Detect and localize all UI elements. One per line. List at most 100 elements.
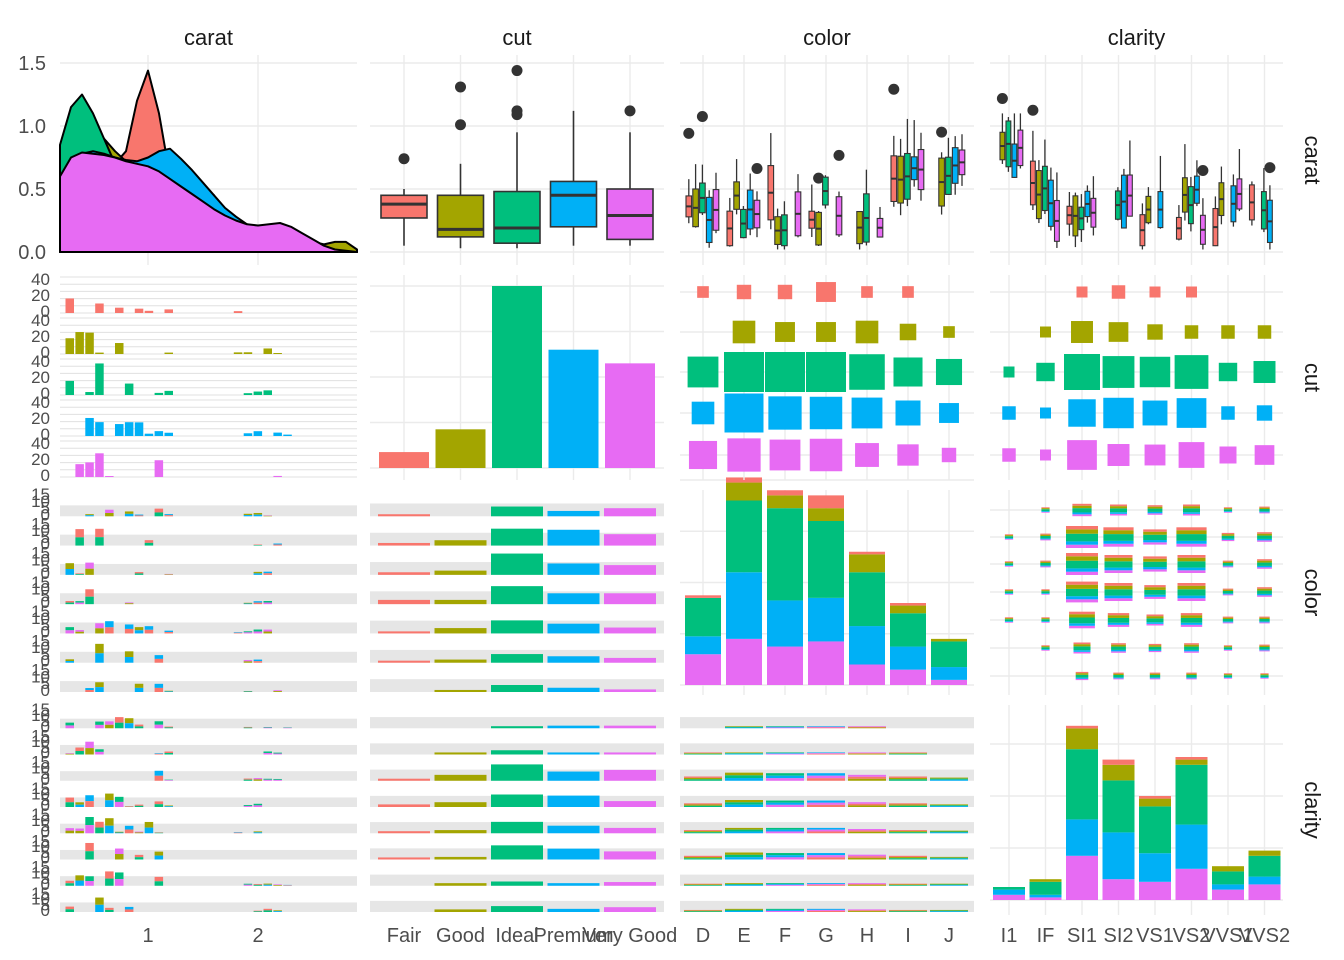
color-clar-tile-6-2-2 <box>1075 674 1089 678</box>
hist-color-ytick-3-3: 0 <box>41 593 50 612</box>
color-clar-tile-4-4-2 <box>1146 618 1164 623</box>
hist-clar-bar-7-6-b <box>124 909 134 912</box>
cut-color-tiles-tile-0-4 <box>861 286 873 298</box>
color-col-by-clar-bars-bar-7-0-2 <box>684 911 722 912</box>
hist-color-bar-6-21-a <box>273 690 282 692</box>
hist-cut-bar-0-7 <box>134 308 144 313</box>
color-clar-tile-0-1-2 <box>1041 509 1050 512</box>
color-clar-tile-6-6-2 <box>1223 675 1233 678</box>
bar-clar-VVS1-premium <box>1212 884 1244 890</box>
color-clar-tile-1-5-2 <box>1176 534 1207 541</box>
cut-by-color-bars-bar-0-4 <box>604 508 656 517</box>
color-col-by-clar-bars-bar-7-5-1 <box>889 910 927 912</box>
color-clar-tile-2-6-4 <box>1222 566 1234 568</box>
color-clar-tile-4-5-0 <box>1180 613 1203 616</box>
hist-cut-bar-4-4 <box>105 476 114 477</box>
hist-color-bar-1-8-a <box>144 540 154 543</box>
cut-color-tiles-tile-4-0 <box>688 440 718 470</box>
cut-color-tiles-tile-3-6 <box>939 403 959 423</box>
hist-clar-bar-2-18-a <box>243 778 253 780</box>
hist-color-bar-0-4-a <box>105 509 114 514</box>
hist-cut-ytick-0-0: 40 <box>31 270 50 289</box>
cut-by-color-bars-bar-6-3 <box>547 687 600 692</box>
color-clar-tile-1-3-3 <box>1103 540 1134 544</box>
hist-cut-ytick-4-0: 40 <box>31 434 50 453</box>
hist-clar-bar-7-0-b <box>65 909 74 912</box>
hist-clar-bar-0-0-a <box>65 722 74 726</box>
hist-cut-bar-1-18 <box>243 352 253 354</box>
cut-by-color-bars-bar-5-3 <box>547 656 600 663</box>
color-clar-tile-3-3-2 <box>1104 589 1133 596</box>
color-col-by-clar-bars-bar-6-6-1 <box>930 884 968 886</box>
cut-by-color-bars-bar-2-4 <box>604 565 656 575</box>
bar-color-F-premium <box>767 600 803 647</box>
hist-clar-bar-4-6-b <box>124 829 134 834</box>
hist-clar-bar-7-21-b <box>273 911 282 912</box>
box-clar-panel-outlier-5-4 <box>1197 165 1209 177</box>
hist-cut-bar-1-5 <box>115 343 124 354</box>
color-clar-tile-1-4-0 <box>1143 529 1167 532</box>
strip-label-right-color: color <box>1300 569 1325 617</box>
hist-cut-bar-1-17 <box>233 352 243 354</box>
hist-color-bar-0-2-a <box>85 514 94 516</box>
hist-cut-bar-4-3 <box>95 453 104 477</box>
hist-color-bar-4-17-a <box>233 632 243 633</box>
strip-label-top-color: color <box>803 25 851 50</box>
cut-color-tiles-tile-4-1 <box>727 438 761 472</box>
cut-by-color-bars-bar-1-3 <box>547 529 600 546</box>
bar-clar-SI2-fair <box>1102 759 1135 765</box>
hist-clar-bar-1-2-b <box>85 748 94 755</box>
color-clar-tile-3-4-1 <box>1144 587 1166 590</box>
color-col-by-clar-bars-bar-7-4-2 <box>848 911 886 912</box>
color-col-by-clar-bars-bar-2-3-2 <box>807 778 845 781</box>
cut-by-color-bars-bar-6-2 <box>491 685 543 692</box>
cut-color-tiles-tile-3-4 <box>851 397 883 429</box>
color-clar-tile-5-2-4 <box>1073 651 1091 654</box>
color-col-by-clar-bars-bar-5-1-1 <box>725 854 763 858</box>
hist-cut-ytick-4-2: 0 <box>41 466 50 485</box>
color-clar-tile-1-0-0 <box>1004 534 1014 536</box>
hist-color-band-2 <box>60 563 357 575</box>
cut-by-clar-bars-bar-2-1 <box>434 774 487 781</box>
hist-clar-bar-6-1-b <box>75 880 84 886</box>
cut-by-clar-bars-bar-3-0 <box>378 804 430 807</box>
color-col-by-clar-bars-bar-1-3-0 <box>807 752 845 754</box>
color-col-by-clar-bars-bar-1-4-2 <box>848 753 886 755</box>
hist-cut-bar-2-10 <box>164 390 173 395</box>
hist-color-ytick-3-1: 10 <box>31 580 50 599</box>
hist-clar-bar-1-2-a <box>85 741 94 749</box>
hist-color-bar-4-4-a <box>105 621 114 628</box>
hist-clar-bar-4-4-b <box>105 825 114 834</box>
bar-color-H-good <box>849 554 885 573</box>
color-clar-tile-5-4-2 <box>1148 646 1162 650</box>
hist-color-ytick-4-3: 0 <box>41 622 50 641</box>
bar-color-F-good <box>767 495 803 509</box>
hist-color-bar-3-2-b <box>85 596 94 605</box>
box-clar-panel-outlier-7-3 <box>1264 162 1276 174</box>
bar-clar-VS1-good <box>1139 798 1171 807</box>
hist-color-bar-5-6-a <box>124 651 134 658</box>
color-clar-tile-0-1-3 <box>1041 511 1050 512</box>
hist-clar-bar-4-4-a <box>105 818 114 826</box>
color-clar-tile-5-7-1 <box>1259 645 1270 647</box>
color-clar-tile-3-5-4 <box>1177 598 1206 601</box>
color-clar-tile-4-4-1 <box>1146 616 1164 619</box>
color-clar-tile-4-0-1 <box>1004 618 1014 620</box>
color-clar-tile-3-7-1 <box>1257 588 1272 591</box>
color-clar-tile-4-3-1 <box>1107 615 1130 618</box>
color-clar-tile-1-2-2 <box>1066 533 1098 542</box>
hist-color-bar-0-4-b <box>105 513 114 517</box>
color-clar-tile-3-6-2 <box>1222 590 1234 594</box>
bar-clar-SI1-very-good <box>1066 855 1098 900</box>
color-clar-tile-3-2-0 <box>1066 581 1098 585</box>
color-clar-tile-5-2-1 <box>1073 644 1091 647</box>
hist-clar-bar-1-3-b <box>95 751 104 755</box>
hist-clar-ytick-0-0: 15 <box>31 700 50 719</box>
color-col-by-clar-bars-bar-4-3-1 <box>807 829 845 832</box>
color-col-by-clar-bars-bar-4-5-0 <box>889 830 927 832</box>
color-col-by-clar-bars-bar-5-4-1 <box>848 856 886 858</box>
color-clar-tile-4-7-1 <box>1259 617 1270 619</box>
color-clar-tile-1-0-4 <box>1004 538 1014 540</box>
hist-color-bar-4-10-a <box>164 630 173 633</box>
cut-by-clar-bars-bar-1-3 <box>547 752 600 755</box>
